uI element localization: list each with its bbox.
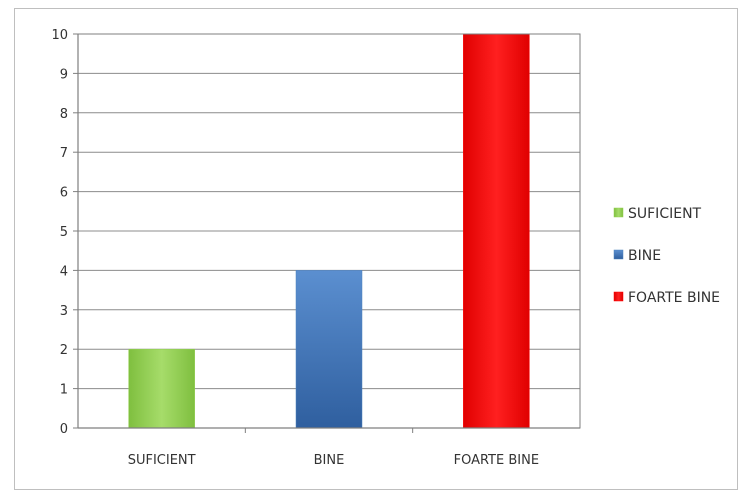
legend-label: SUFICIENT bbox=[628, 206, 702, 222]
legend-swatch bbox=[613, 291, 624, 302]
y-tick-label: 5 bbox=[60, 225, 68, 240]
bar-foarte-bine bbox=[463, 33, 530, 429]
bar-suficient bbox=[128, 348, 195, 429]
legend-swatch bbox=[613, 249, 624, 260]
axes: 0 1 2 3 4 5 6 7 8 9 10 SUFICIENT BINE FOARTE BINE bbox=[51, 28, 581, 468]
x-category-label: BINE bbox=[314, 453, 345, 468]
legend: SUFICIENT BINE FOARTE BINE bbox=[613, 206, 720, 306]
legend-label: BINE bbox=[628, 248, 661, 264]
y-tick-label: 2 bbox=[60, 343, 68, 358]
legend-label: FOARTE BINE bbox=[628, 290, 720, 306]
y-tick-label: 4 bbox=[60, 264, 68, 279]
y-tick-label: 0 bbox=[60, 422, 68, 437]
y-tick-label: 3 bbox=[60, 304, 68, 319]
y-tick-label: 9 bbox=[60, 67, 68, 82]
y-tick-label: 8 bbox=[60, 107, 68, 122]
y-tick-label: 7 bbox=[60, 146, 68, 161]
y-tick-label: 6 bbox=[60, 186, 68, 201]
x-category-label: FOARTE BINE bbox=[454, 453, 539, 468]
y-tick-label: 10 bbox=[51, 28, 68, 43]
legend-swatch bbox=[613, 207, 624, 218]
y-tick-label: 1 bbox=[60, 383, 68, 398]
x-category-label: SUFICIENT bbox=[128, 453, 196, 468]
bar-bine bbox=[295, 270, 363, 429]
